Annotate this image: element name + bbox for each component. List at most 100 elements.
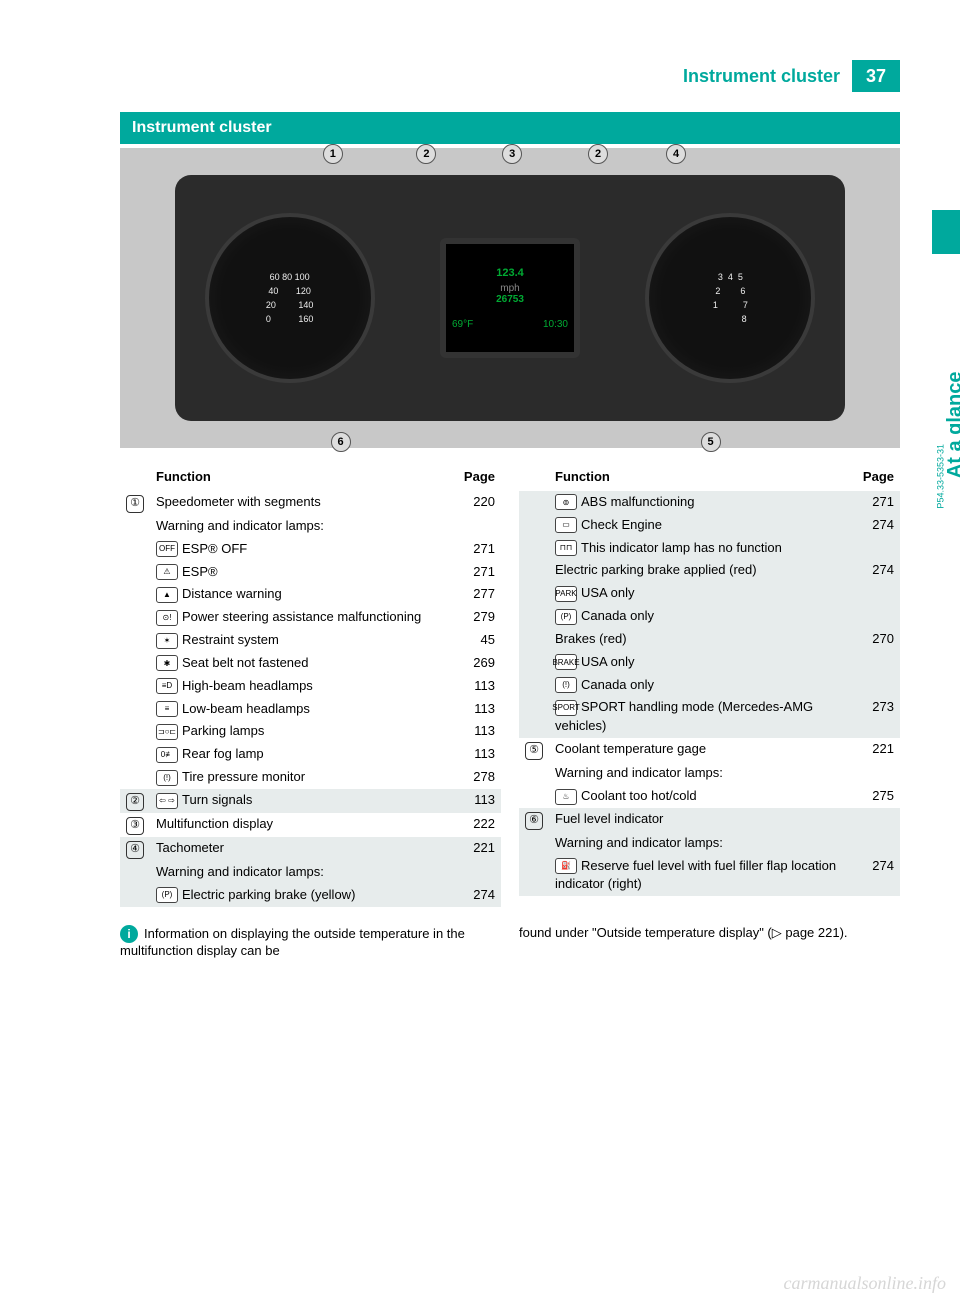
row-page xyxy=(856,537,900,560)
row-page: 113 xyxy=(457,789,501,813)
row-text: OFFESP® OFF xyxy=(150,538,457,561)
row-marker xyxy=(519,696,549,738)
section-banner: Instrument cluster xyxy=(120,112,900,144)
info-icon: i xyxy=(120,925,138,943)
instrument-cluster-image: 1 2 3 2 4 5 6 60 80 10040 12020 1400 160… xyxy=(120,148,900,448)
row-marker xyxy=(120,698,150,721)
row-page: 279 xyxy=(457,606,501,629)
page-header: Instrument cluster 37 xyxy=(120,60,900,92)
row-page: 222 xyxy=(457,813,501,837)
display-time: 10:30 xyxy=(543,319,568,330)
right-column: FunctionPage ⊚ABS malfunctioning271▭Chec… xyxy=(519,464,900,907)
row-marker: ③ xyxy=(120,813,150,837)
row-text: ⇦ ⇨Turn signals xyxy=(150,789,457,813)
left-column: FunctionPage ①Speedometer with segments2… xyxy=(120,464,501,907)
table-row: Warning and indicator lamps: xyxy=(120,515,501,538)
row-marker: ⑤ xyxy=(519,738,549,762)
row-marker xyxy=(519,559,549,582)
row-page: 271 xyxy=(856,491,900,514)
row-page: 221 xyxy=(856,738,900,762)
row-marker xyxy=(120,652,150,675)
indicator-icon: (P) xyxy=(156,887,178,903)
row-text: Brakes (red) xyxy=(549,628,856,651)
th-function: Function xyxy=(150,464,457,491)
indicator-icon: ⛽ xyxy=(555,858,577,874)
row-page xyxy=(856,832,900,855)
indicator-icon: ⊓⊓ xyxy=(555,540,577,556)
indicator-icon: ▭ xyxy=(555,517,577,533)
row-marker xyxy=(519,832,549,855)
callout-5: 5 xyxy=(701,432,721,452)
table-row: ⚠ESP®271 xyxy=(120,561,501,584)
table-row: Warning and indicator lamps: xyxy=(519,832,900,855)
callout-4: 4 xyxy=(666,144,686,164)
row-marker xyxy=(120,561,150,584)
indicator-icon: ✱ xyxy=(156,655,178,671)
table-row: ⊐○⊏Parking lamps113 xyxy=(120,720,501,743)
row-text: (P)Canada only xyxy=(549,605,856,628)
row-marker xyxy=(120,606,150,629)
table-row: (!)Tire pressure monitor278 xyxy=(120,766,501,789)
row-marker: ⑥ xyxy=(519,808,549,832)
table-row: ▭Check Engine274 xyxy=(519,514,900,537)
indicator-icon: (P) xyxy=(555,609,577,625)
row-text: ⛽Reserve fuel level with fuel filler fla… xyxy=(549,855,856,897)
indicator-icon: ⊙! xyxy=(156,610,178,626)
row-page: 113 xyxy=(457,698,501,721)
side-tab-label: At a glance xyxy=(945,372,960,479)
indicator-icon: ⚠ xyxy=(156,564,178,580)
indicator-icon: PARK xyxy=(555,586,577,602)
table-row: ✶Restraint system45 xyxy=(120,629,501,652)
row-page xyxy=(856,762,900,785)
table-row: Warning and indicator lamps: xyxy=(120,861,501,884)
row-page: 273 xyxy=(856,696,900,738)
row-marker xyxy=(120,629,150,652)
table-row: Warning and indicator lamps: xyxy=(519,762,900,785)
side-tab-accent xyxy=(932,210,960,254)
th-page-r: Page xyxy=(856,464,900,491)
row-marker xyxy=(519,537,549,560)
table-row: ⑥Fuel level indicator xyxy=(519,808,900,832)
row-marker xyxy=(519,855,549,897)
row-text: Electric parking brake applied (red) xyxy=(549,559,856,582)
table-row: ✱Seat belt not fastened269 xyxy=(120,652,501,675)
footer-note: iInformation on displaying the outside t… xyxy=(120,925,900,958)
row-text: ≡Low-beam headlamps xyxy=(150,698,457,721)
row-page: 45 xyxy=(457,629,501,652)
row-text: Warning and indicator lamps: xyxy=(549,762,856,785)
row-page: 277 xyxy=(457,583,501,606)
row-page: 220 xyxy=(457,491,501,515)
row-page: 274 xyxy=(856,559,900,582)
row-page xyxy=(856,674,900,697)
row-text: ✱Seat belt not fastened xyxy=(150,652,457,675)
table-row: (P)Canada only xyxy=(519,605,900,628)
row-text: ⊐○⊏Parking lamps xyxy=(150,720,457,743)
row-text: Fuel level indicator xyxy=(549,808,856,832)
row-page xyxy=(457,515,501,538)
table-row: ⛽Reserve fuel level with fuel filler fla… xyxy=(519,855,900,897)
indicator-icon: OFF xyxy=(156,541,178,557)
callout-1: 1 xyxy=(323,144,343,164)
display-trip: 123.4 xyxy=(496,267,524,279)
table-row: ⊙!Power steering assistance malfunctioni… xyxy=(120,606,501,629)
row-marker xyxy=(519,628,549,651)
indicator-icon: ≡ xyxy=(156,701,178,717)
table-row: PARKUSA only xyxy=(519,582,900,605)
table-row: ≡DHigh-beam headlamps113 xyxy=(120,675,501,698)
row-page xyxy=(457,861,501,884)
indicator-icon: ⊐○⊏ xyxy=(156,724,178,740)
indicator-icon: 0≢ xyxy=(156,747,178,763)
row-page: 274 xyxy=(856,855,900,897)
row-page: 113 xyxy=(457,720,501,743)
row-page: 274 xyxy=(457,884,501,907)
display-temp: 69°F xyxy=(452,319,473,330)
indicator-icon: ▲ xyxy=(156,587,178,603)
row-marker xyxy=(519,785,549,808)
table-row: ♨Coolant too hot/cold275 xyxy=(519,785,900,808)
row-text: Coolant temperature gage xyxy=(549,738,856,762)
function-tables: FunctionPage ①Speedometer with segments2… xyxy=(120,464,900,907)
row-marker: ① xyxy=(120,491,150,515)
table-row: ④Tachometer221 xyxy=(120,837,501,861)
row-marker xyxy=(519,491,549,514)
row-marker xyxy=(519,674,549,697)
